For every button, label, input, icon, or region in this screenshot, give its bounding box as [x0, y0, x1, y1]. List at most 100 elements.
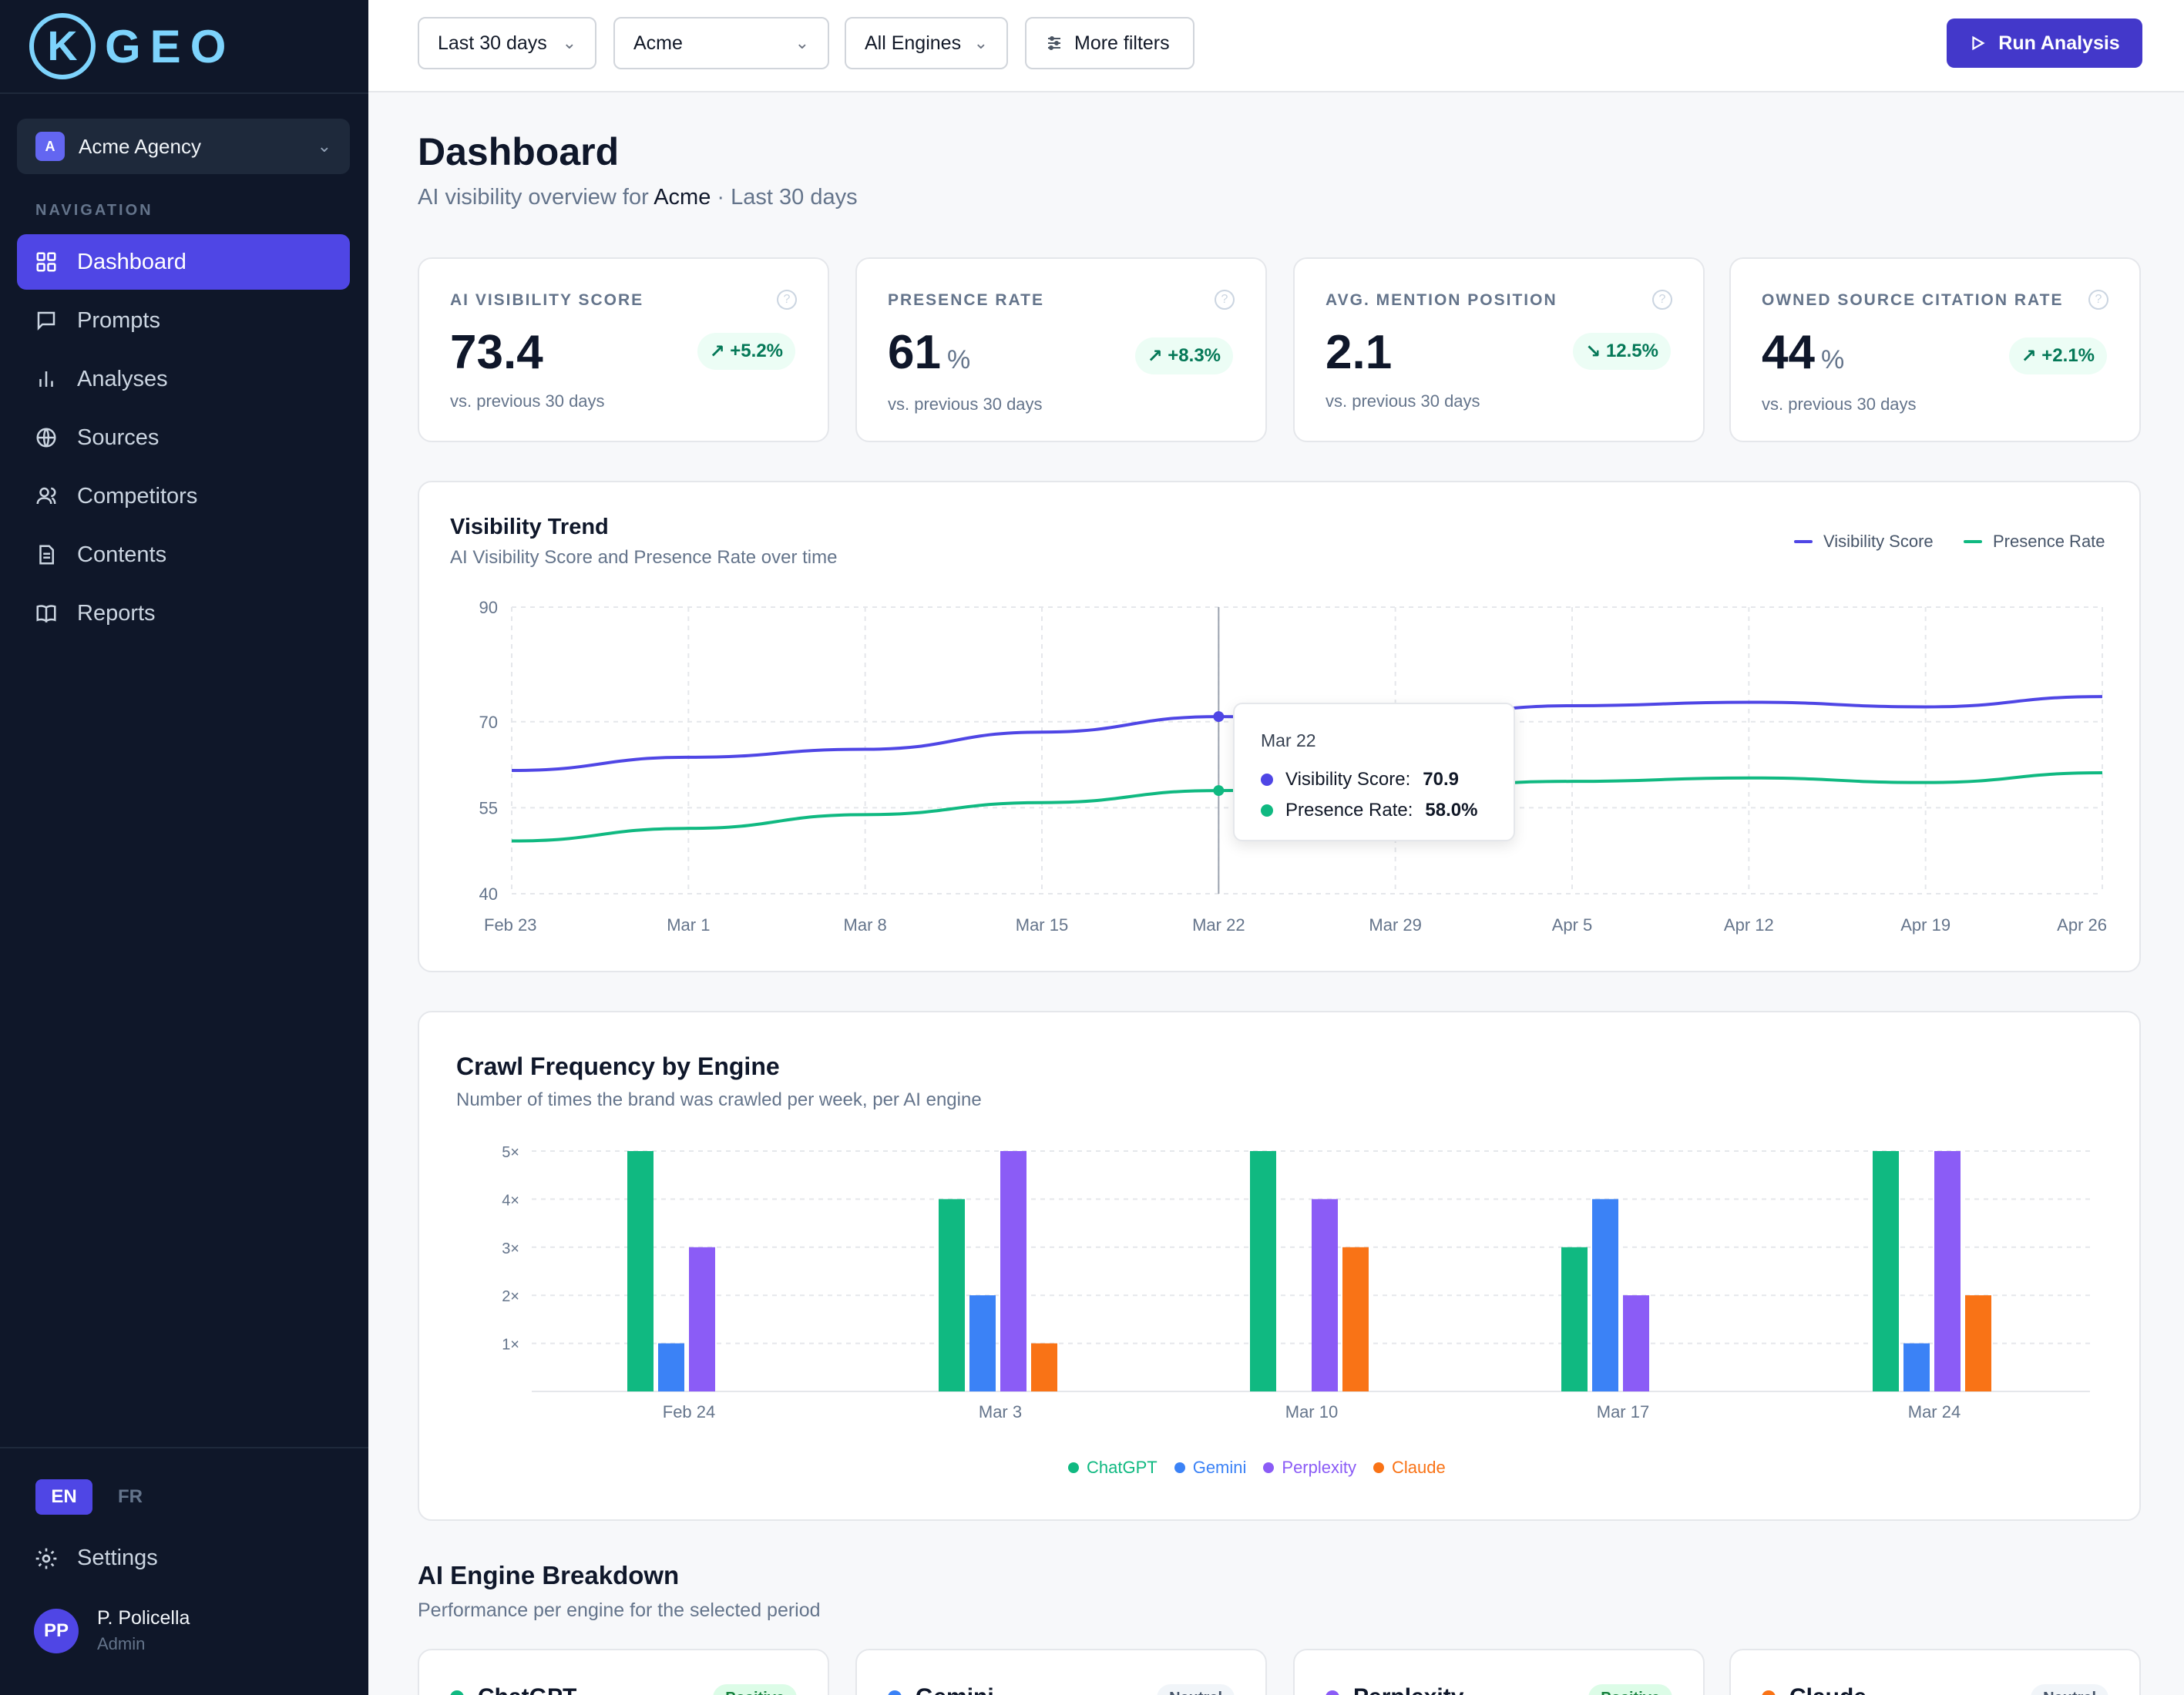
bar-perplexity [1934, 1151, 1961, 1391]
period-filter-value: Last 30 days [438, 32, 547, 54]
language-switcher: EN FR [35, 1479, 159, 1515]
sidebar-item-sources[interactable]: Sources [17, 410, 350, 465]
x-tick-label: Mar 10 [1285, 1402, 1338, 1421]
run-analysis-button[interactable]: Run Analysis [1947, 18, 2142, 68]
sidebar-item-analyses[interactable]: Analyses [17, 351, 350, 407]
page-subtitle: AI visibility overview for Acme · Last 3… [418, 185, 858, 210]
bar-perplexity [1312, 1199, 1338, 1391]
more-filters-button[interactable]: More filters [1025, 17, 1194, 69]
engine-card-claude[interactable]: Claude Neutral [1729, 1649, 2141, 1695]
avatar: PP [34, 1608, 79, 1653]
x-tick-label: Feb 23 [484, 915, 537, 935]
engine-name: Claude [1789, 1684, 1866, 1695]
y-tick-label: 5× [502, 1144, 519, 1161]
user-name: P. Policella [97, 1607, 190, 1629]
engine-name: Gemini [916, 1684, 994, 1695]
kpi-card-citation-rate: OWNED SOURCE CITATION RATE ? 44% ↗ +2.1%… [1729, 257, 2141, 442]
subtitle-brand: Acme [654, 185, 711, 210]
kpi-value: 44% [1762, 326, 1845, 379]
engine-card-gemini[interactable]: Gemini Neutral [855, 1649, 1267, 1695]
sidebar-item-contents[interactable]: Contents [17, 527, 350, 582]
engine-card-perplexity[interactable]: Perplexity Positive [1293, 1649, 1705, 1695]
bar-perplexity [1000, 1151, 1026, 1391]
sidebar-nav: Dashboard Prompts Analyses Sources Compe… [17, 234, 350, 644]
more-filters-label: More filters [1074, 32, 1170, 54]
logo[interactable]: K GEO [29, 8, 235, 85]
breakdown-subtitle: Performance per engine for the selected … [418, 1599, 821, 1621]
y-tick-label: 40 [479, 884, 498, 904]
bar-gemini [1592, 1199, 1618, 1391]
bar-claude [1965, 1295, 1991, 1391]
kpi-value: 61% [888, 326, 971, 379]
help-icon[interactable]: ? [1652, 290, 1672, 310]
kpi-comparison: vs. previous 30 days [450, 391, 605, 411]
help-icon[interactable]: ? [1215, 290, 1235, 310]
sidebar-item-competitors[interactable]: Competitors [17, 468, 350, 524]
tooltip-visibility-row: Visibility Score: 70.9 [1261, 769, 1459, 790]
kpi-delta-badge: ↗ +2.1% [2008, 337, 2107, 374]
user-profile[interactable]: PP P. Policella Admin [34, 1607, 190, 1654]
engine-color-dot [1326, 1690, 1339, 1695]
run-analysis-label: Run Analysis [1998, 32, 2120, 54]
sidebar-item-label: Analyses [77, 366, 168, 391]
arrow-up-right-icon: ↗ [2021, 345, 2042, 367]
kpi-label: PRESENCE RATE [888, 291, 1044, 309]
legend-swatch [1964, 540, 1982, 543]
crawl-title: Crawl Frequency by Engine [456, 1052, 780, 1080]
engine-color-dot [888, 1690, 902, 1695]
legend-presence-rate: Presence Rate [1964, 532, 2105, 552]
logo-mark: K [29, 13, 96, 79]
bar-gemini [1903, 1343, 1930, 1391]
y-tick-label: 2× [502, 1288, 519, 1305]
bar-gemini [969, 1295, 996, 1391]
engine-name: Perplexity [1353, 1684, 1463, 1695]
kpi-card-presence: PRESENCE RATE ? 61% ↗ +8.3% vs. previous… [855, 257, 1267, 442]
help-icon[interactable]: ? [777, 290, 797, 310]
bar-chatgpt [627, 1151, 654, 1391]
chart-tooltip: Mar 22 Visibility Score: 70.9 Presence Ra… [1233, 703, 1515, 841]
page-title: Dashboard [418, 130, 620, 173]
document-icon [34, 542, 59, 567]
chevron-down-icon: ⌄ [973, 33, 988, 52]
kpi-label: OWNED SOURCE CITATION RATE [1762, 291, 2064, 309]
engine-color-dot [1762, 1690, 1776, 1695]
tooltip-date: Mar 22 [1261, 730, 1316, 750]
x-tick-label: Mar 22 [1192, 915, 1245, 935]
y-tick-label: 55 [479, 798, 498, 817]
bar-claude [1342, 1247, 1369, 1391]
settings-link[interactable]: Settings [34, 1546, 158, 1571]
engine-card-chatgpt[interactable]: ChatGPT Positive [418, 1649, 829, 1695]
org-selector[interactable]: A Acme Agency ⌄ [17, 119, 350, 174]
period-filter[interactable]: Last 30 days ⌄ [418, 17, 596, 69]
lang-en-button[interactable]: EN [35, 1479, 92, 1515]
bar-chatgpt [939, 1199, 965, 1391]
sidebar-item-label: Sources [77, 425, 160, 450]
bar-chatgpt [1873, 1151, 1899, 1391]
help-icon[interactable]: ? [2088, 290, 2108, 310]
subtitle-suffix: · Last 30 days [717, 185, 858, 210]
sidebar-divider [0, 92, 368, 94]
bar-gemini [658, 1343, 684, 1391]
sidebar-item-dashboard[interactable]: Dashboard [17, 234, 350, 290]
grid-icon [34, 250, 59, 274]
engine-filter-value: All Engines [865, 32, 962, 54]
sidebar-item-label: Dashboard [77, 249, 186, 274]
kpi-delta-badge: ↗ +8.3% [1134, 337, 1233, 374]
x-tick-label: Apr 19 [1900, 915, 1950, 935]
engine-color-dot [450, 1690, 464, 1695]
user-role: Admin [97, 1634, 146, 1653]
bar-chatgpt [1250, 1151, 1276, 1391]
engine-filter[interactable]: All Engines ⌄ [845, 17, 1008, 69]
sidebar-item-prompts[interactable]: Prompts [17, 293, 350, 348]
kpi-comparison: vs. previous 30 days [1326, 391, 1480, 411]
sidebar-divider [0, 1447, 368, 1448]
lang-fr-button[interactable]: FR [118, 1486, 143, 1507]
book-icon [34, 601, 59, 626]
sidebar-item-reports[interactable]: Reports [17, 586, 350, 641]
legend-visibility-score: Visibility Score [1794, 532, 1934, 552]
trend-subtitle: AI Visibility Score and Presence Rate ov… [450, 547, 838, 568]
brand-filter[interactable]: Acme ⌄ [613, 17, 829, 69]
sidebar: K GEO A Acme Agency ⌄ NAVIGATION Dashboa… [0, 0, 368, 1695]
